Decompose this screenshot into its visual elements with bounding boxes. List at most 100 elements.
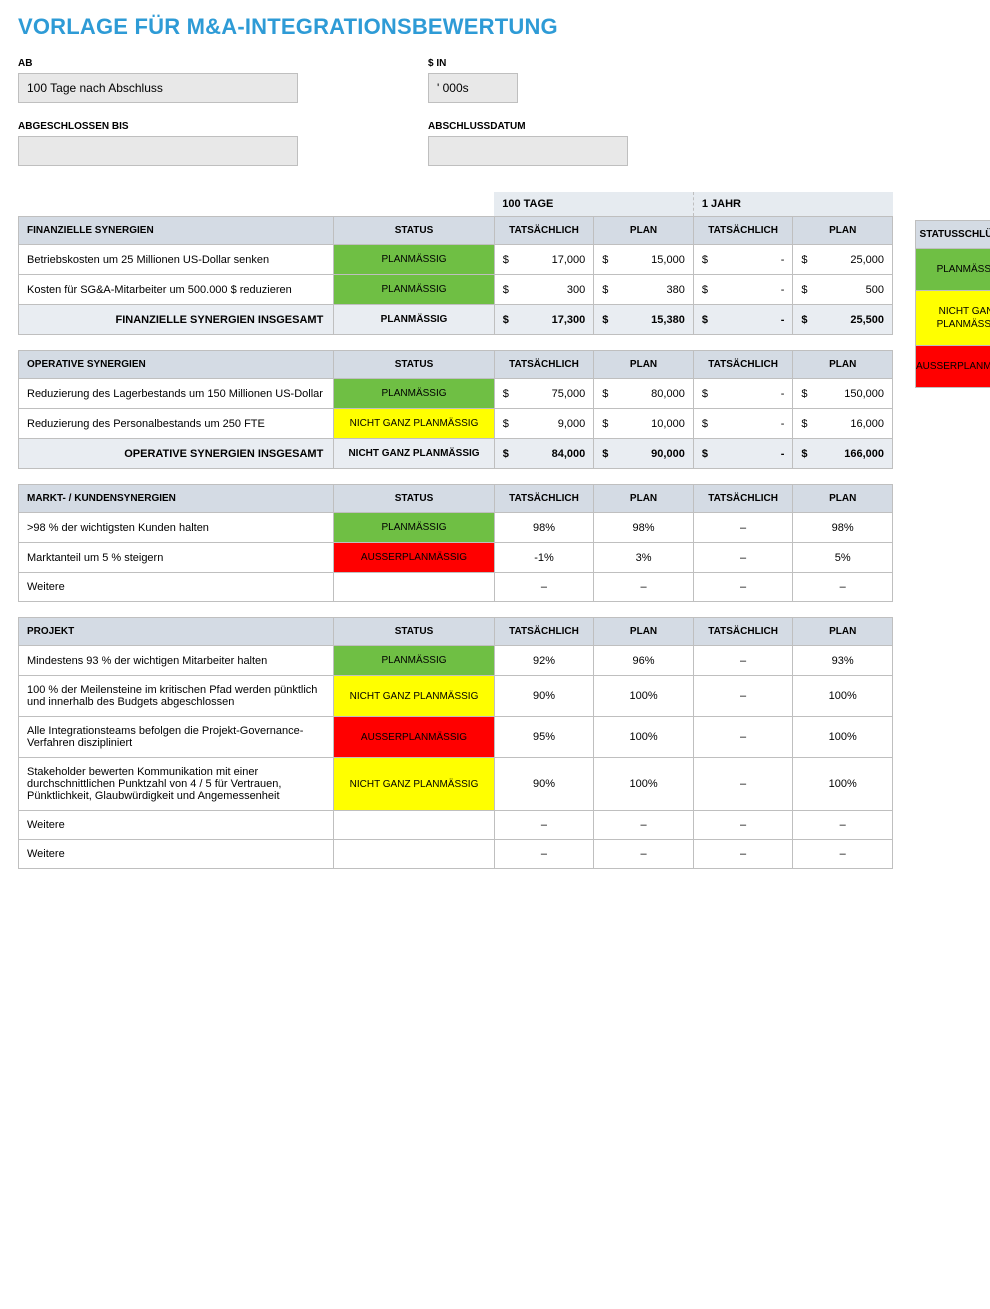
- table-row: Reduzierung des Lagerbestands um 150 Mil…: [19, 379, 893, 409]
- value-cell: $15,000: [594, 245, 694, 275]
- value-cell: –: [693, 717, 793, 758]
- table-row: Reduzierung des Personalbestands um 250 …: [19, 409, 893, 439]
- row-description: 100 % der Meilensteine im kritischen Pfa…: [19, 676, 334, 717]
- status-cell: [334, 840, 494, 869]
- legend-off: AUSSERPLANMÄSSIG: [915, 346, 990, 388]
- value-cell: $17,000: [494, 245, 594, 275]
- legend-on: PLANMÄSSIG: [915, 249, 990, 291]
- section-header: PROJEKTSTATUSTATSÄCHLICHPLANTATSÄCHLICHP…: [19, 618, 893, 646]
- value-cell: 3%: [594, 543, 694, 573]
- value-cell: –: [693, 676, 793, 717]
- value-cell: 100%: [793, 758, 893, 811]
- col-act: TATSÄCHLICH: [494, 618, 594, 646]
- status-cell: NICHT GANZ PLANMÄSSIG: [334, 439, 494, 469]
- col-status: STATUS: [334, 217, 494, 245]
- value-cell: –: [693, 573, 793, 602]
- legend-title: STATUSSCHLÜSSEL: [915, 220, 990, 249]
- col-plan: PLAN: [594, 618, 694, 646]
- value-cell: –: [693, 758, 793, 811]
- col-plan: PLAN: [594, 217, 694, 245]
- status-cell: [334, 573, 494, 602]
- col-act: TATSÄCHLICH: [693, 618, 793, 646]
- value-cell: $150,000: [793, 379, 893, 409]
- status-cell: PLANMÄSSIG: [334, 379, 494, 409]
- value-cell: $-: [693, 439, 793, 469]
- col-plan: PLAN: [594, 485, 694, 513]
- col-plan: PLAN: [793, 618, 893, 646]
- value-cell: $25,500: [793, 305, 893, 335]
- period-1yr: 1 JAHR: [693, 192, 892, 217]
- label-sin: $ IN: [428, 58, 628, 69]
- table-row: Betriebskosten um 25 Millionen US-Dollar…: [19, 245, 893, 275]
- section-header: OPERATIVE SYNERGIENSTATUSTATSÄCHLICHPLAN…: [19, 351, 893, 379]
- table-row: Kosten für SG&A-Mitarbeiter um 500.000 $…: [19, 275, 893, 305]
- row-description: OPERATIVE SYNERGIEN INSGESAMT: [19, 439, 334, 469]
- value-cell: –: [793, 840, 893, 869]
- value-cell: 92%: [494, 646, 594, 676]
- row-description: FINANZIELLE SYNERGIEN INSGESAMT: [19, 305, 334, 335]
- section-title: MARKT- / KUNDENSYNERGIEN: [19, 485, 334, 513]
- status-cell: PLANMÄSSIG: [334, 305, 494, 335]
- status-cell: PLANMÄSSIG: [334, 275, 494, 305]
- row-description: Marktanteil um 5 % steigern: [19, 543, 334, 573]
- input-ab[interactable]: 100 Tage nach Abschluss: [18, 73, 298, 103]
- page-title: VORLAGE FÜR M&A-INTEGRATIONSBEWERTUNG: [18, 14, 972, 40]
- value-cell: $500: [793, 275, 893, 305]
- value-cell: $-: [693, 305, 793, 335]
- value-cell: $25,000: [793, 245, 893, 275]
- table-row: 100 % der Meilensteine im kritischen Pfa…: [19, 676, 893, 717]
- value-cell: 93%: [793, 646, 893, 676]
- value-cell: 90%: [494, 758, 594, 811]
- value-cell: 5%: [793, 543, 893, 573]
- value-cell: –: [693, 646, 793, 676]
- status-legend: STATUSSCHLÜSSEL PLANMÄSSIG NICHT GANZ PL…: [915, 220, 990, 869]
- row-description: Kosten für SG&A-Mitarbeiter um 500.000 $…: [19, 275, 334, 305]
- period-header: 100 TAGE 1 JAHR: [19, 192, 893, 217]
- value-cell: –: [693, 811, 793, 840]
- row-description: Mindestens 93 % der wichtigen Mitarbeite…: [19, 646, 334, 676]
- status-cell: NICHT GANZ PLANMÄSSIG: [334, 758, 494, 811]
- row-description: Reduzierung des Lagerbestands um 150 Mil…: [19, 379, 334, 409]
- col-plan: PLAN: [793, 217, 893, 245]
- input-closedate[interactable]: [428, 136, 628, 166]
- input-ab-value: 100 Tage nach Abschluss: [27, 81, 163, 95]
- value-cell: 95%: [494, 717, 594, 758]
- value-cell: 100%: [594, 717, 694, 758]
- value-cell: $300: [494, 275, 594, 305]
- section-title: FINANZIELLE SYNERGIEN: [19, 217, 334, 245]
- value-cell: $16,000: [793, 409, 893, 439]
- table-row: Weitere––––: [19, 811, 893, 840]
- section-header: FINANZIELLE SYNERGIENSTATUSTATSÄCHLICHPL…: [19, 217, 893, 245]
- label-ab: AB: [18, 58, 298, 69]
- table-row: >98 % der wichtigsten Kunden haltenPLANM…: [19, 513, 893, 543]
- table-row: Weitere––––: [19, 573, 893, 602]
- input-closed[interactable]: [18, 136, 298, 166]
- row-description: >98 % der wichtigsten Kunden halten: [19, 513, 334, 543]
- section-title: OPERATIVE SYNERGIEN: [19, 351, 334, 379]
- meta-fields: AB $ IN 100 Tage nach Abschluss ' 000s A…: [18, 58, 972, 166]
- value-cell: $75,000: [494, 379, 594, 409]
- row-description: Betriebskosten um 25 Millionen US-Dollar…: [19, 245, 334, 275]
- input-sin[interactable]: ' 000s: [428, 73, 518, 103]
- col-act: TATSÄCHLICH: [494, 351, 594, 379]
- value-cell: –: [494, 811, 594, 840]
- status-cell: PLANMÄSSIG: [334, 513, 494, 543]
- section-title: PROJEKT: [19, 618, 334, 646]
- value-cell: 98%: [793, 513, 893, 543]
- value-cell: –: [693, 543, 793, 573]
- value-cell: 100%: [594, 758, 694, 811]
- status-cell: NICHT GANZ PLANMÄSSIG: [334, 676, 494, 717]
- value-cell: $166,000: [793, 439, 893, 469]
- value-cell: $9,000: [494, 409, 594, 439]
- value-cell: –: [693, 513, 793, 543]
- row-description: Weitere: [19, 573, 334, 602]
- value-cell: –: [494, 840, 594, 869]
- legend-mid: NICHT GANZ PLANMÄSSIG: [915, 291, 990, 346]
- col-status: STATUS: [334, 485, 494, 513]
- value-cell: –: [594, 840, 694, 869]
- label-closed: ABGESCHLOSSEN BIS: [18, 121, 298, 132]
- col-act: TATSÄCHLICH: [494, 217, 594, 245]
- value-cell: $-: [693, 409, 793, 439]
- col-status: STATUS: [334, 618, 494, 646]
- value-cell: –: [693, 840, 793, 869]
